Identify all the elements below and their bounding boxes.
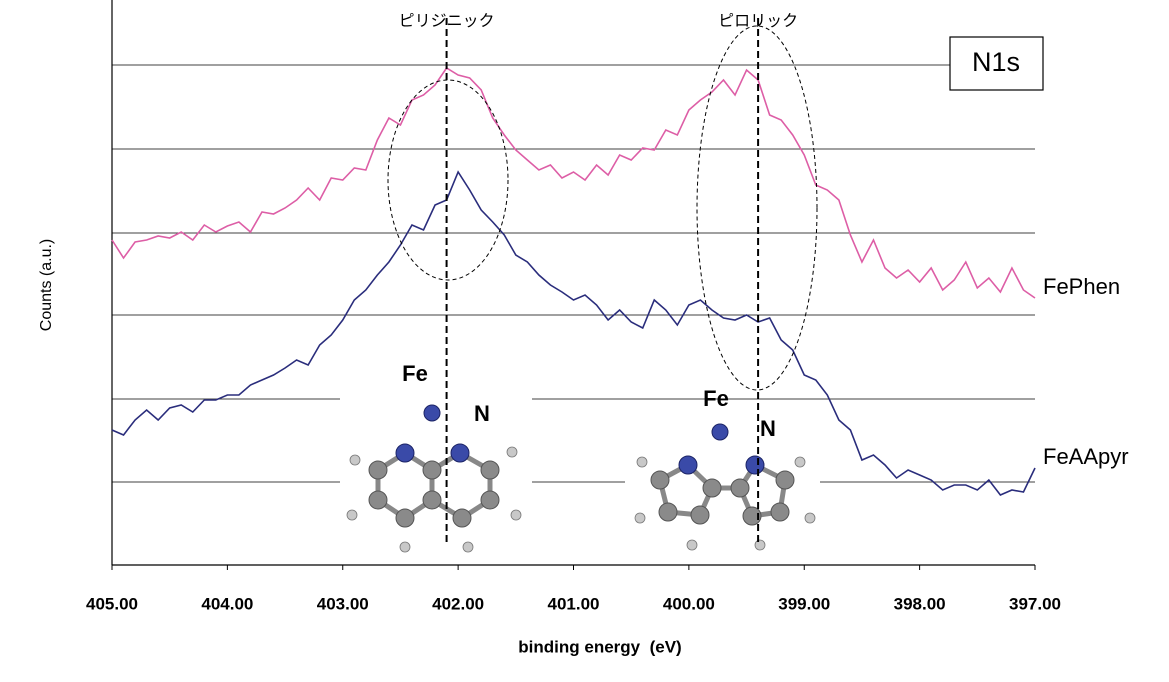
atom-label: N (760, 416, 776, 441)
chart: 405.00 404.00 403.00 402.00 401.00 400.00 399.… (0, 0, 1169, 682)
y-axis-label: Counts (a.u.) (38, 239, 55, 331)
x-tick-label: 400.00 (663, 594, 715, 613)
series-label: FePhen (1043, 274, 1120, 299)
atom-label: N (474, 401, 490, 426)
x-tick-label: 403.00 (317, 594, 369, 613)
x-axis-label: binding energy (eV) (518, 637, 681, 656)
series-label: FeAApyr (1043, 444, 1129, 469)
x-tick-label: 402.00 (432, 594, 484, 613)
background (0, 0, 1169, 682)
x-tick-label: 397.00 (1009, 594, 1061, 613)
x-tick-label: 399.00 (778, 594, 830, 613)
marker-label: ピロリック (718, 12, 798, 30)
x-tick-label: 398.00 (894, 594, 946, 613)
x-tick-label: 405.00 (86, 594, 138, 613)
marker-label: ピリジニック (399, 12, 495, 30)
atom-label: Fe (703, 386, 729, 411)
atom-label: Fe (402, 361, 428, 386)
x-tick-label: 404.00 (201, 594, 253, 613)
x-tick-label: 401.00 (548, 594, 600, 613)
badge: N1s (972, 47, 1020, 77)
